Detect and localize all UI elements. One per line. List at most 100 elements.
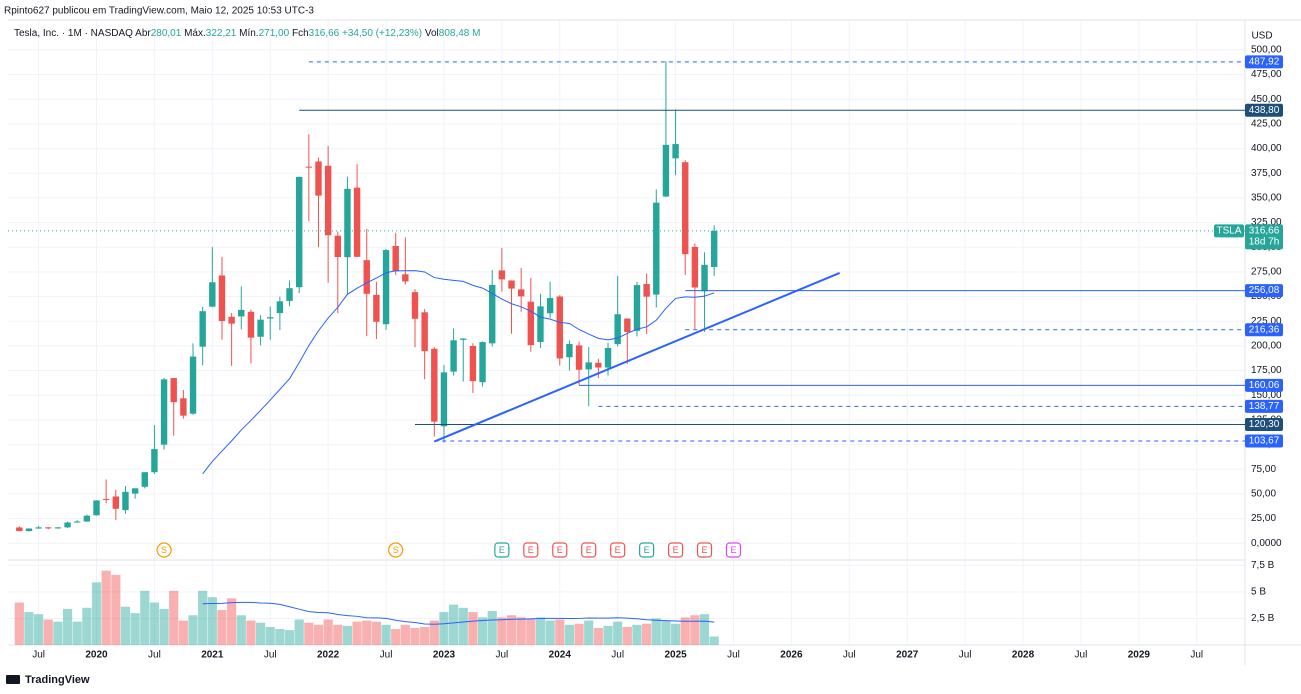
volume-bar	[468, 612, 478, 645]
candle-body	[585, 362, 592, 370]
candle-body	[701, 264, 708, 292]
volume-bar	[564, 624, 575, 645]
x-tick-label: Jul	[264, 650, 277, 661]
event-label: E	[586, 545, 592, 555]
event-label: E	[730, 545, 736, 555]
event-label: E	[528, 545, 534, 555]
candle-body	[209, 282, 216, 307]
volume-bar	[391, 629, 401, 645]
x-tick-label: Jul	[727, 650, 740, 661]
volume-bar	[613, 621, 623, 645]
event-marker	[696, 542, 713, 558]
x-tick-label: 2028	[1012, 650, 1035, 661]
candle-body	[199, 311, 206, 347]
candle-body	[363, 260, 370, 294]
candle-body	[546, 298, 554, 314]
level-label: 103,67	[1249, 436, 1280, 447]
volume-bar	[400, 624, 410, 645]
event-marker	[610, 542, 626, 558]
y-tick-label: 50,00	[1251, 489, 1276, 500]
volume-bar	[690, 615, 700, 645]
event-marker	[156, 542, 172, 558]
volume-bar	[72, 621, 82, 645]
last-price-box	[1245, 224, 1283, 250]
event-marker	[552, 542, 568, 558]
x-tick-label: 2024	[549, 650, 572, 661]
volume-bar	[420, 626, 430, 645]
candle-body	[643, 284, 650, 297]
y-tick-label: 375,00	[1251, 168, 1282, 179]
candle-body	[45, 527, 52, 529]
level-label: 256,08	[1249, 285, 1280, 296]
volume-bar	[477, 617, 488, 645]
candle-body	[382, 250, 390, 325]
x-tick-label: Jul	[611, 650, 624, 661]
low: 271,00	[259, 28, 290, 39]
level-label-box	[1245, 284, 1283, 298]
candle-body	[373, 294, 380, 322]
volume-bar	[178, 620, 188, 645]
event-label: E	[499, 545, 505, 555]
candle-body	[633, 285, 641, 331]
vol-tick-label: 2,5 B	[1251, 613, 1275, 624]
candle-body	[16, 527, 23, 532]
volume-bar	[207, 597, 217, 645]
x-tick-label: Jul	[843, 650, 856, 661]
candle-body	[508, 280, 515, 289]
candle-body	[662, 144, 670, 197]
candle-body	[102, 498, 110, 500]
volume-bar	[642, 623, 652, 645]
candle-body	[112, 496, 120, 509]
volume-bar	[362, 620, 372, 645]
y-tick-label: 325,00	[1251, 217, 1282, 228]
volume-bar	[506, 615, 517, 645]
level-label-box	[1245, 399, 1283, 413]
volume-bar	[284, 630, 295, 645]
brand-logo: TradingView	[6, 674, 90, 686]
candle-body	[527, 301, 535, 346]
symbol: Tesla, Inc. · 1M · NASDAQ	[14, 28, 133, 39]
y-tick-label: 500,00	[1251, 45, 1282, 56]
candle-body	[180, 398, 187, 416]
candle-body	[131, 488, 139, 494]
countdown: 18d 7h	[1249, 236, 1280, 247]
candle-body	[344, 188, 351, 258]
y-tick-label: 150,00	[1251, 390, 1282, 401]
candle-body	[614, 314, 621, 345]
volume: 808,48 M	[439, 28, 481, 39]
volume-bar	[439, 612, 449, 645]
x-tick-label: 2021	[201, 650, 224, 661]
y-tick-label: 175,00	[1251, 365, 1282, 376]
volume-bar	[381, 624, 391, 645]
volume-bar	[497, 617, 507, 645]
volume-bar	[699, 614, 710, 645]
x-tick-label: 2023	[433, 650, 456, 661]
event-label: S	[393, 545, 399, 555]
volume-bar	[82, 607, 92, 645]
volume-bar	[555, 619, 565, 645]
moving-average	[202, 270, 715, 475]
last-price-label: 316,66	[1249, 225, 1280, 236]
x-tick-label: Jul	[1075, 650, 1088, 661]
event-label: E	[557, 545, 563, 555]
ticker-box	[1214, 224, 1244, 238]
close: 316,66	[309, 28, 340, 39]
open: 280,01	[151, 28, 182, 39]
candle-body	[595, 362, 602, 368]
logo-icon	[6, 675, 20, 684]
candle-body	[257, 319, 264, 337]
candle-body	[604, 347, 612, 368]
candle-body	[238, 309, 245, 317]
volume-bar	[159, 608, 169, 645]
volume-bar	[255, 622, 266, 645]
candle-body	[35, 527, 42, 529]
candle-body	[267, 317, 274, 319]
x-tick-label: Jul	[495, 650, 508, 661]
candle-body	[411, 292, 419, 319]
ticker: TSLA	[1216, 225, 1241, 236]
high: 322,21	[206, 28, 237, 39]
currency: USD	[1251, 31, 1272, 42]
candle-body	[324, 165, 332, 236]
level-label: 487,92	[1249, 56, 1280, 67]
